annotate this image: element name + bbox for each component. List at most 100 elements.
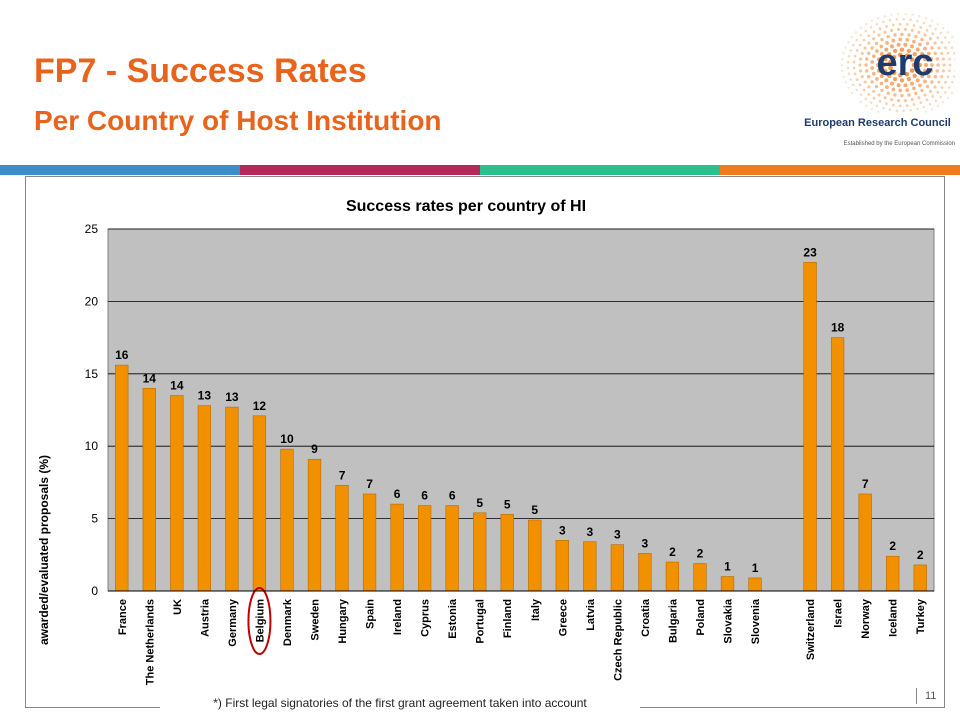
logo-dot (877, 110, 880, 113)
logo-dot (924, 110, 927, 113)
logo-dot (923, 93, 927, 97)
logo-dot (903, 42, 908, 47)
logo-dot (846, 60, 850, 64)
logo-dot (860, 51, 864, 55)
logo-dot (919, 26, 923, 29)
logo-dot (903, 83, 908, 88)
logo-dot (911, 62, 917, 68)
logo-dot (840, 63, 844, 67)
logo-dot (936, 104, 939, 107)
logo-dot (885, 85, 889, 89)
logo-dot (859, 26, 862, 29)
logo-dot (904, 13, 907, 16)
x-tick-label: Croatia (640, 598, 652, 637)
bar (225, 406, 239, 592)
logo-dot (912, 86, 916, 91)
logo-dot (880, 88, 884, 93)
logo-dot (884, 47, 889, 52)
bar (307, 458, 322, 592)
logo-dot (942, 101, 945, 104)
data-label: 12 (253, 399, 267, 413)
logo-dot (928, 103, 932, 106)
logo-dot (906, 76, 912, 82)
logo-dot (862, 38, 866, 42)
logo-dot (882, 20, 885, 24)
logo-dot (915, 47, 920, 52)
bar (583, 541, 597, 592)
logo-dot (935, 57, 939, 61)
x-tick-label: Spain (365, 599, 377, 629)
data-label: 14 (170, 379, 184, 393)
logo-dot (865, 57, 869, 61)
logo-dot (946, 31, 950, 34)
logo-dot (918, 83, 922, 88)
logo-dot (872, 89, 876, 93)
logo-dot (859, 57, 863, 61)
logo-dot (860, 75, 864, 79)
logo-dot (846, 66, 850, 70)
logo-dot (877, 68, 881, 73)
logo-dot (852, 66, 856, 70)
data-label: 2 (889, 539, 896, 553)
highlight-ellipse (247, 587, 272, 655)
bar (197, 405, 211, 592)
logo-dot (890, 28, 894, 32)
logo-dot (954, 69, 955, 72)
x-tick-label: Switzerland (805, 599, 817, 660)
bar (831, 337, 845, 592)
logo-dot (898, 37, 903, 42)
logo-dot (905, 23, 909, 26)
logo-text: erc (876, 42, 933, 84)
color-band-segment (240, 165, 480, 175)
logo-dot (880, 37, 884, 42)
data-label: 7 (339, 468, 346, 482)
logo-dot (883, 96, 887, 100)
logo-dot (912, 52, 917, 57)
logo-dot (877, 93, 881, 97)
logo-dot (922, 105, 926, 109)
logo-dot (917, 30, 921, 34)
logo-dot (898, 52, 903, 58)
logo-dot (877, 17, 880, 20)
logo-dot (898, 72, 903, 78)
logo-dot (888, 65, 893, 71)
logo-dot (926, 51, 931, 56)
bar (858, 493, 872, 592)
logo-dot (847, 86, 850, 89)
data-label: 3 (614, 528, 621, 542)
logo-dot (858, 83, 862, 87)
logo-dot (909, 68, 915, 73)
logo-dot (940, 86, 944, 89)
x-tick-label: Germany (227, 598, 239, 647)
logo-dot (930, 46, 934, 50)
slide-subtitle: Per Country of Host Institution (34, 105, 442, 136)
chart-title: Success rates per country of HI (346, 198, 586, 215)
logo-dot (854, 31, 858, 34)
logo-dot (933, 75, 937, 79)
x-tick-label: Sweden (310, 599, 322, 641)
x-tick-label: Czech Republic (612, 599, 624, 681)
x-tick-label: Ireland (392, 599, 404, 635)
logo-dot (867, 41, 871, 45)
logo-dot (916, 19, 919, 23)
logo-dot (872, 96, 876, 100)
logo-dot (916, 68, 921, 74)
logo-dot (852, 60, 856, 64)
y-tick-label: 15 (85, 367, 99, 381)
logo-dot (929, 69, 934, 73)
logo-dot (933, 41, 937, 45)
data-label: 2 (697, 546, 704, 560)
logo-dot (842, 52, 845, 55)
logo-dot (878, 99, 882, 103)
logo-dot (924, 63, 928, 67)
x-tick-label: Estonia (447, 598, 459, 639)
logo-dot (888, 108, 892, 111)
logo-dot (867, 93, 871, 96)
data-label: 13 (225, 390, 239, 404)
color-band-segment (720, 165, 960, 175)
logo-dot (869, 101, 873, 104)
bar (500, 513, 514, 592)
bar (555, 540, 569, 592)
logo-dot (879, 52, 884, 56)
y-tick-label: 10 (85, 439, 99, 453)
